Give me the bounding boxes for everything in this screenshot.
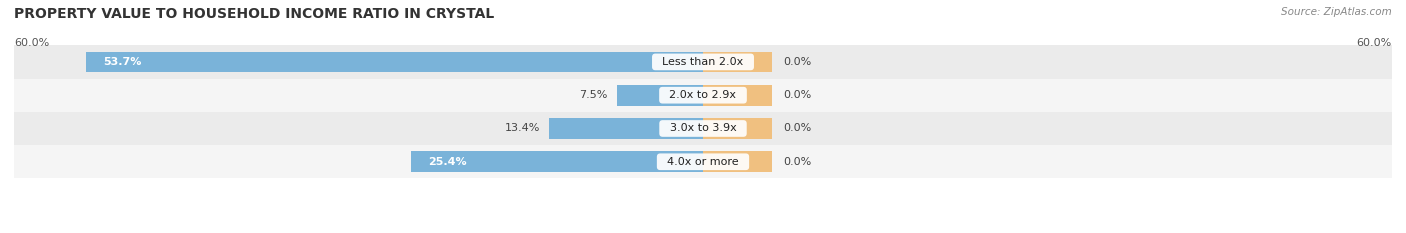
Bar [550, 118, 703, 139]
Text: 0.0%: 0.0% [783, 123, 811, 134]
Text: 0.0%: 0.0% [783, 90, 811, 100]
Text: 13.4%: 13.4% [505, 123, 540, 134]
Bar [86, 51, 703, 72]
Legend: Without Mortgage, With Mortgage: Without Mortgage, With Mortgage [582, 230, 824, 233]
Bar [14, 45, 1392, 79]
Bar [14, 79, 1392, 112]
Text: 60.0%: 60.0% [1357, 38, 1392, 48]
Bar [703, 85, 772, 106]
Text: 2.0x to 2.9x: 2.0x to 2.9x [662, 90, 744, 100]
Text: Source: ZipAtlas.com: Source: ZipAtlas.com [1281, 7, 1392, 17]
Text: 60.0%: 60.0% [14, 38, 49, 48]
Bar [703, 118, 772, 139]
Text: 4.0x or more: 4.0x or more [661, 157, 745, 167]
Bar [14, 112, 1392, 145]
Text: 0.0%: 0.0% [783, 57, 811, 67]
Text: 7.5%: 7.5% [579, 90, 607, 100]
Text: 3.0x to 3.9x: 3.0x to 3.9x [662, 123, 744, 134]
Text: 0.0%: 0.0% [783, 157, 811, 167]
Text: 25.4%: 25.4% [429, 157, 467, 167]
Text: 53.7%: 53.7% [104, 57, 142, 67]
Text: Less than 2.0x: Less than 2.0x [655, 57, 751, 67]
Bar [617, 85, 703, 106]
Bar [703, 51, 772, 72]
Text: PROPERTY VALUE TO HOUSEHOLD INCOME RATIO IN CRYSTAL: PROPERTY VALUE TO HOUSEHOLD INCOME RATIO… [14, 7, 495, 21]
Bar [14, 145, 1392, 178]
Bar [412, 151, 703, 172]
Bar [703, 151, 772, 172]
